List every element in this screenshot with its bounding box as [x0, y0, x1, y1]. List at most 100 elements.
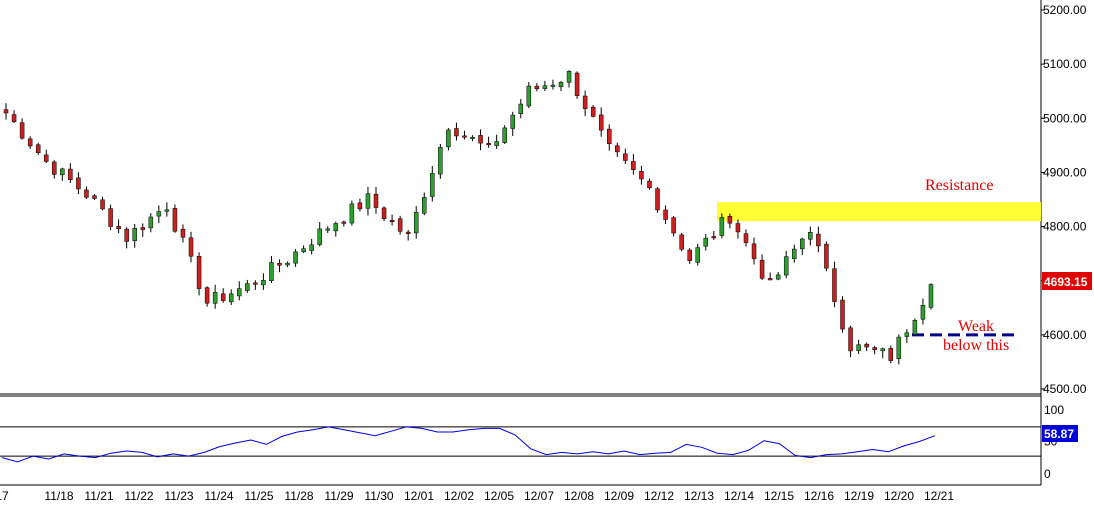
- x-tick-label: 12/12: [644, 489, 674, 503]
- x-tick-label: 12/16: [804, 489, 834, 503]
- candle-body: [840, 299, 845, 330]
- candle-body: [172, 208, 178, 232]
- x-tick-label: 11/18: [44, 489, 73, 503]
- candle-body: [52, 161, 57, 175]
- candle-body: [204, 287, 210, 304]
- candle-body: [671, 217, 676, 234]
- candle-body: [285, 262, 290, 266]
- candle-body: [791, 248, 797, 259]
- candle-body: [333, 223, 339, 232]
- candle-body: [325, 228, 330, 231]
- candle-body: [759, 259, 765, 279]
- candle-body: [526, 85, 532, 107]
- candle-body: [494, 141, 499, 146]
- candle-body: [140, 227, 146, 230]
- candle-body: [43, 154, 49, 162]
- candle-body: [711, 236, 717, 239]
- oscillator-value-label: 58.87: [1044, 427, 1074, 441]
- candle-body: [349, 203, 355, 224]
- candle-body: [124, 228, 129, 242]
- candle-body: [904, 332, 910, 337]
- candle-body: [735, 223, 741, 233]
- candle-body: [261, 280, 266, 286]
- y-tick-label: 4500.00: [1043, 382, 1087, 396]
- candle-body: [775, 274, 781, 280]
- candle-body: [824, 243, 829, 269]
- candle-body: [703, 237, 709, 247]
- candle-body: [598, 114, 604, 131]
- x-tick-label: 12/05: [484, 489, 514, 503]
- candle-body: [397, 218, 403, 232]
- x-tick-label: 11/28: [284, 489, 313, 503]
- osc-y-tick-label: 100: [1044, 403, 1064, 417]
- candle-body: [880, 348, 885, 352]
- candle-body: [518, 103, 524, 114]
- candle-body: [743, 233, 749, 243]
- candle-body: [212, 291, 218, 304]
- candle-body: [357, 202, 363, 210]
- resistance-label: Resistance: [925, 177, 993, 194]
- candle-body: [550, 84, 556, 87]
- candle-body: [679, 234, 684, 250]
- candle-body: [245, 283, 250, 291]
- y-tick-label: 5100.00: [1043, 57, 1087, 71]
- candle-body: [615, 145, 620, 153]
- candle-body: [188, 237, 194, 257]
- candle-body: [486, 143, 491, 146]
- candle-body: [164, 209, 170, 212]
- candle-body: [566, 71, 572, 83]
- y-tick-label: 5000.00: [1043, 111, 1087, 125]
- x-tick-label: 12/01: [404, 489, 434, 503]
- candle-body: [534, 85, 540, 89]
- candle-body: [293, 251, 298, 264]
- x-tick-label: 11/23: [164, 489, 193, 503]
- candle-body: [389, 219, 395, 222]
- candle-body: [430, 173, 435, 197]
- candle-body: [11, 114, 17, 122]
- osc-y-tick-label: 0: [1044, 467, 1051, 481]
- candle-body: [317, 228, 322, 245]
- candle-body: [269, 262, 274, 281]
- candle-body: [19, 122, 25, 139]
- candle-body: [590, 106, 596, 117]
- candle-body: [623, 153, 628, 161]
- candle-body: [3, 109, 9, 114]
- candle-body: [454, 128, 459, 137]
- oscillator-line: [1, 426, 936, 463]
- oscillator-value-badge: [1042, 425, 1078, 442]
- candle-body: [647, 180, 652, 189]
- candle-body: [896, 336, 902, 359]
- x-tick-label: 12/07: [524, 489, 554, 503]
- last-price-badge: [1042, 272, 1092, 290]
- candle-body: [365, 193, 371, 209]
- candle-body: [116, 226, 121, 230]
- x-tick-label: 12/19: [844, 489, 874, 503]
- x-tick-label: 12/09: [604, 489, 634, 503]
- candle-body: [301, 248, 306, 253]
- candle-body: [180, 228, 186, 238]
- x-tick-label: 11/30: [364, 489, 393, 503]
- last-price-label: 4693.15: [1044, 275, 1088, 289]
- x-tick-label: 11/22: [124, 489, 153, 503]
- weak-label: Weak: [958, 318, 994, 335]
- candle-body: [462, 135, 467, 138]
- candle-body: [687, 249, 692, 261]
- candle-body: [35, 144, 41, 153]
- candle-body: [558, 81, 564, 88]
- candle-body: [607, 128, 612, 144]
- candle-body: [510, 114, 515, 129]
- candle-body: [727, 216, 733, 224]
- candle-body: [237, 288, 242, 297]
- candle-body: [920, 304, 926, 320]
- candle-body: [373, 193, 379, 208]
- candle-body: [68, 168, 73, 180]
- candle-body: [542, 85, 548, 89]
- candle-body: [422, 197, 427, 214]
- candle-body: [655, 188, 660, 211]
- x-tick-label: 12/08: [564, 489, 594, 503]
- x-tick-label: 11/24: [204, 489, 233, 503]
- x-tick-label: 11/25: [244, 489, 273, 503]
- x-tick-label: 12/20: [884, 489, 914, 503]
- candle-body: [108, 208, 113, 227]
